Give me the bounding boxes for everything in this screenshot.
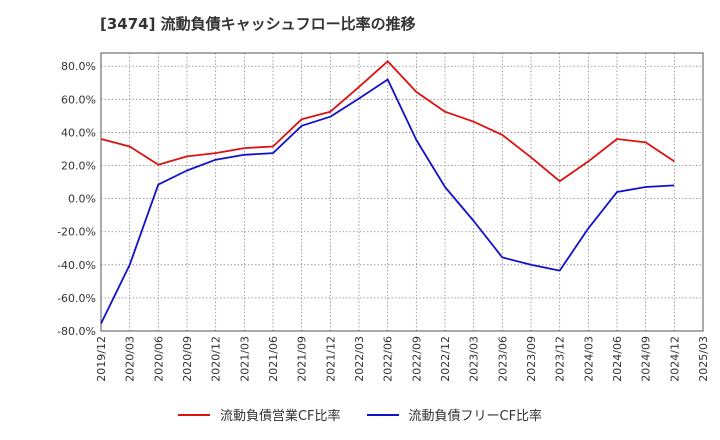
x-tick-label: 2025/03 bbox=[697, 336, 710, 382]
x-tick-label: 2024/12 bbox=[668, 336, 681, 382]
axes bbox=[100, 52, 704, 332]
x-tick-label: 2020/06 bbox=[152, 336, 165, 382]
y-tick-label: 80.0% bbox=[61, 60, 96, 73]
y-tick-label: 40.0% bbox=[61, 126, 96, 139]
x-tick-label: 2020/12 bbox=[210, 336, 223, 382]
series-lines bbox=[100, 60, 675, 324]
y-axis-tick-labels: 80.0% 60.0% 40.0% 20.0% 0.0% -20.0% -40.0% -60.… bbox=[57, 60, 96, 338]
y-tick-label: -80.0% bbox=[57, 325, 96, 338]
x-tick-label: 2021/12 bbox=[324, 336, 337, 382]
y-tick-label: -20.0% bbox=[57, 226, 96, 239]
x-tick-label: 2022/03 bbox=[353, 336, 366, 382]
legend-item-operating[interactable]: 流動負債営業CF比率 bbox=[177, 405, 341, 424]
legend-label-operating: 流動負債営業CF比率 bbox=[219, 409, 341, 424]
series-line-operating bbox=[100, 60, 675, 183]
x-tick-label: 2021/06 bbox=[267, 336, 280, 382]
x-axis-tick-labels: 2019/12 2020/03 2020/06 2020/09 2020/12 2021/… bbox=[95, 336, 710, 382]
x-tick-label: 2021/09 bbox=[296, 336, 309, 382]
x-tick-label: 2020/09 bbox=[181, 336, 194, 382]
legend-swatch-operating bbox=[177, 413, 210, 416]
y-tick-label: 60.0% bbox=[61, 93, 96, 106]
y-tick-label: -60.0% bbox=[57, 292, 96, 305]
x-tick-label: 2020/03 bbox=[124, 336, 137, 382]
legend: 流動負債営業CF比率 流動負債フリーCF比率 bbox=[0, 405, 720, 424]
x-tick-label: 2023/12 bbox=[554, 336, 567, 382]
legend-item-free[interactable]: 流動負債フリーCF比率 bbox=[366, 405, 543, 424]
x-tick-label: 2023/09 bbox=[525, 336, 538, 382]
series-line-free bbox=[100, 78, 675, 324]
chart-title: [3474] 流動負債キャッシュフロー比率の推移 bbox=[100, 15, 416, 33]
x-tick-label: 2022/09 bbox=[410, 336, 423, 382]
legend-swatch-free bbox=[366, 413, 399, 416]
y-tick-label: -40.0% bbox=[57, 259, 96, 272]
legend-label-free: 流動負債フリーCF比率 bbox=[408, 409, 543, 424]
x-tick-label: 2022/06 bbox=[382, 336, 395, 382]
x-tick-label: 2022/12 bbox=[439, 336, 452, 382]
x-tick-label: 2021/03 bbox=[238, 336, 251, 382]
x-tick-label: 2023/06 bbox=[496, 336, 509, 382]
x-tick-label: 2024/03 bbox=[582, 336, 595, 382]
plot-border bbox=[100, 52, 704, 332]
x-tick-label: 2019/12 bbox=[95, 336, 108, 382]
x-tick-label: 2024/06 bbox=[611, 336, 624, 382]
plot-area bbox=[101, 53, 703, 331]
y-tick-label: 20.0% bbox=[61, 160, 96, 173]
x-tick-label: 2024/09 bbox=[640, 336, 653, 382]
y-tick-label: 0.0% bbox=[68, 193, 96, 206]
x-tick-label: 2023/03 bbox=[468, 336, 481, 382]
